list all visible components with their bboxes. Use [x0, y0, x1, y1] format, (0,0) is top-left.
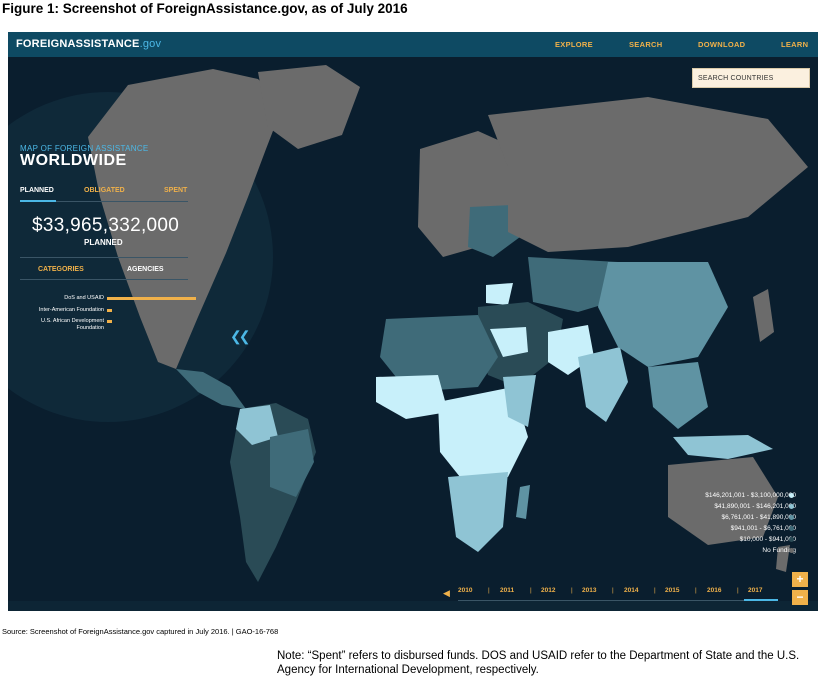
nav-explore[interactable]: EXPLORE [555, 40, 593, 49]
year-2015[interactable]: 2015 [665, 587, 680, 594]
year-separator: | [737, 587, 739, 594]
agency-label: Inter-American Foundation [38, 307, 104, 313]
legend-label: $146,201,001 - $3,100,000,000 [705, 492, 796, 499]
region-north-america [88, 69, 283, 369]
legend-swatch [789, 515, 794, 520]
region-colombia [236, 405, 278, 445]
legend-swatch [789, 537, 794, 542]
legend-label: $41,890,001 - $146,201,000 [714, 503, 796, 510]
timeline-selected-indicator [744, 599, 778, 601]
legend-label: No Funding [762, 547, 796, 554]
timeline-track[interactable] [458, 600, 778, 601]
region-russia [488, 97, 808, 252]
brand-name: FOREIGNASSISTANCE [16, 38, 140, 50]
region-southern-africa [448, 472, 508, 552]
nav-search[interactable]: SEARCH [629, 40, 663, 49]
site-logo[interactable]: FOREIGNASSISTANCE.gov [16, 38, 161, 50]
figure-title: Figure 1: Screenshot of ForeignAssistanc… [2, 1, 408, 16]
agency-bar[interactable] [107, 297, 196, 300]
year-separator: | [695, 587, 697, 594]
year-2013[interactable]: 2013 [582, 587, 597, 594]
panel-subtitle: MAP OF FOREIGN ASSISTANCE [20, 144, 149, 153]
region-east-africa [503, 375, 536, 427]
collapse-panel-chevron-icon[interactable]: ❮❮ [230, 328, 251, 344]
panel-title: WORLDWIDE [20, 152, 127, 169]
agency-bar[interactable] [107, 320, 112, 323]
legend-swatch [789, 526, 794, 531]
agency-bar[interactable] [107, 309, 112, 312]
zoom-in-button[interactable]: + [792, 572, 808, 587]
region-australia [668, 457, 778, 545]
region-brazil [270, 429, 314, 497]
legend-swatch [789, 493, 794, 498]
tab-obligated[interactable]: OBLIGATED [84, 187, 125, 194]
legend-label: $941,001 - $6,761,000 [730, 525, 796, 532]
year-2017[interactable]: 2017 [748, 587, 763, 594]
search-countries-input[interactable]: SEARCH COUNTRIES [692, 68, 810, 88]
app-window: FOREIGNASSISTANCE.gov EXPLORE SEARCH DOW… [8, 32, 818, 611]
region-central-africa [438, 387, 528, 487]
region-indonesia [673, 435, 773, 459]
region-north-africa [380, 315, 498, 392]
brand-domain: .gov [139, 38, 162, 50]
region-ukraine [486, 283, 513, 305]
timeline-prev-triangle-left-icon[interactable]: ◀ [443, 588, 450, 598]
agency-label: U.S. African Development Foundation [41, 318, 104, 331]
region-syria-iraq [490, 327, 528, 357]
total-amount: $33,965,332,000 [32, 215, 180, 236]
region-japan [753, 289, 774, 342]
region-central-america [176, 369, 246, 409]
legend-label: $6,761,001 - $41,890,000 [721, 514, 796, 521]
nav-download[interactable]: DOWNLOAD [698, 40, 746, 49]
section-divider [20, 257, 188, 258]
region-madagascar [516, 485, 530, 519]
tab-spent[interactable]: SPENT [164, 187, 188, 194]
year-separator: | [488, 587, 490, 594]
top-navigation-bar: FOREIGNASSISTANCE.gov EXPLORE SEARCH DOW… [8, 32, 818, 57]
zoom-out-button[interactable]: − [792, 590, 808, 605]
region-india [578, 347, 628, 422]
region-eastern-europe [468, 205, 520, 257]
amount-type-label: PLANNED [84, 238, 123, 247]
region-greenland [258, 65, 360, 149]
legend-swatch [789, 504, 794, 509]
region-new-zealand [776, 545, 790, 572]
year-separator: | [530, 587, 532, 594]
year-separator: | [612, 587, 614, 594]
category-divider [20, 279, 188, 280]
region-southeast-asia [648, 362, 708, 429]
figure-source: Source: Screenshot of ForeignAssistance.… [2, 627, 279, 636]
year-separator: | [571, 587, 573, 594]
active-tab-indicator [20, 200, 56, 202]
world-map[interactable] [8, 57, 818, 611]
region-west-africa [376, 375, 448, 419]
region-china [598, 262, 728, 367]
year-2016[interactable]: 2016 [707, 587, 722, 594]
legend-label: $10,000 - $941,000 [739, 536, 796, 543]
tab-divider [20, 201, 188, 202]
tab-categories[interactable]: CATEGORIES [38, 266, 84, 273]
nav-learn[interactable]: LEARN [781, 40, 809, 49]
legend-swatch [789, 548, 794, 553]
year-separator: | [654, 587, 656, 594]
year-2010[interactable]: 2010 [458, 587, 473, 594]
year-2011[interactable]: 2011 [500, 587, 515, 594]
tab-agencies[interactable]: AGENCIES [127, 266, 164, 273]
year-2012[interactable]: 2012 [541, 587, 556, 594]
tab-planned[interactable]: PLANNED [20, 187, 54, 194]
figure-note: Note: “Spent” refers to disbursed funds.… [277, 650, 800, 676]
agency-label: DoS and USAID [64, 295, 104, 301]
year-2014[interactable]: 2014 [624, 587, 639, 594]
